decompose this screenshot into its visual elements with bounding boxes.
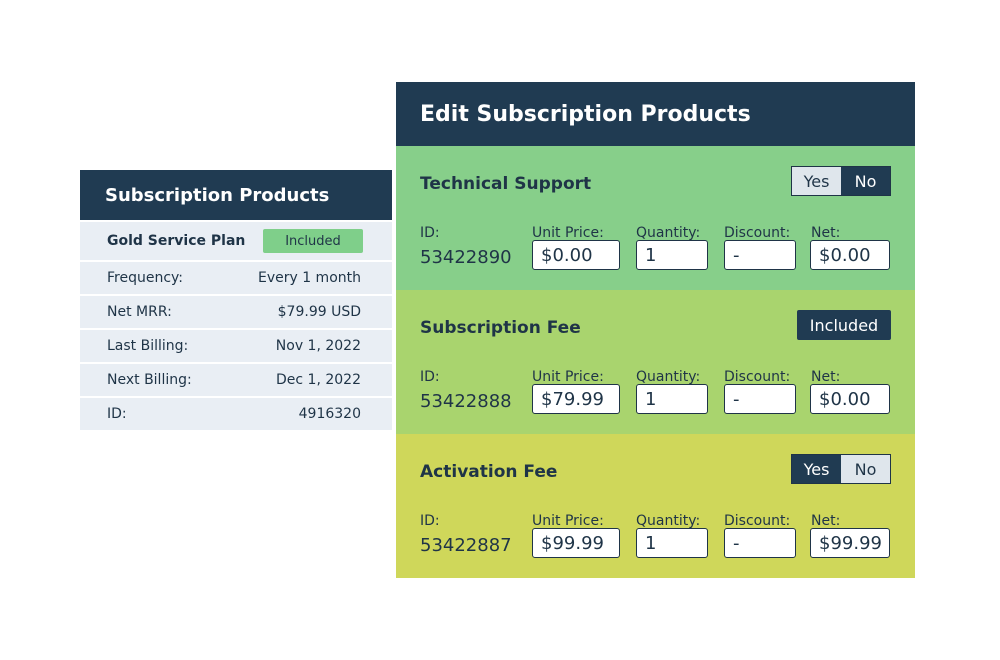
id-label: ID:: [420, 225, 440, 241]
quantity-label: Quantity:: [636, 369, 701, 385]
discount-input[interactable]: -: [724, 528, 796, 558]
detail-row-last-billing: Last Billing: Nov 1, 2022: [80, 328, 392, 362]
toggle-no-option[interactable]: No: [841, 455, 890, 483]
quantity-input[interactable]: 1: [636, 384, 708, 414]
section-title: Activation Fee: [420, 462, 558, 482]
detail-row-frequency: Frequency: Every 1 month: [80, 260, 392, 294]
discount-label: Discount:: [724, 225, 791, 241]
edit-subscription-panel: Edit Subscription Products Technical Sup…: [396, 82, 915, 578]
detail-label: Frequency:: [107, 270, 184, 286]
unit-price-label: Unit Price:: [532, 513, 604, 529]
detail-value: $79.99 USD: [277, 304, 361, 320]
quantity-label: Quantity:: [636, 513, 701, 529]
detail-row-next-billing: Next Billing: Dec 1, 2022: [80, 362, 392, 396]
status-badge: Included: [263, 229, 363, 253]
section-subscription-fee: Subscription Fee Included ID: Unit Price…: [396, 290, 915, 434]
unit-price-input[interactable]: $79.99: [532, 384, 620, 414]
section-title: Subscription Fee: [420, 318, 581, 338]
plan-name: Gold Service Plan: [107, 233, 246, 249]
quantity-label: Quantity:: [636, 225, 701, 241]
detail-label: Last Billing:: [107, 338, 189, 354]
product-id: 53422888: [420, 391, 512, 412]
toggle-yes-option[interactable]: Yes: [792, 167, 841, 195]
detail-value: Every 1 month: [257, 270, 361, 286]
section-activation-fee: Activation Fee Yes No ID: Unit Price: Qu…: [396, 434, 915, 578]
detail-row-id: ID: 4916320: [80, 396, 392, 430]
toggle-no-option[interactable]: No: [841, 167, 890, 195]
discount-label: Discount:: [724, 513, 791, 529]
section-title: Technical Support: [420, 174, 592, 194]
net-label: Net:: [811, 225, 841, 241]
net-label: Net:: [811, 513, 841, 529]
yes-no-toggle[interactable]: Yes No: [791, 454, 891, 484]
card-title: Subscription Products: [80, 170, 392, 220]
discount-input[interactable]: -: [724, 384, 796, 414]
yes-no-toggle[interactable]: Yes No: [791, 166, 891, 196]
unit-price-label: Unit Price:: [532, 225, 604, 241]
included-status-badge: Included: [797, 310, 891, 340]
detail-value: 4916320: [298, 406, 361, 422]
net-input[interactable]: $99.99: [810, 528, 890, 558]
unit-price-input[interactable]: $0.00: [532, 240, 620, 270]
unit-price-label: Unit Price:: [532, 369, 604, 385]
discount-label: Discount:: [724, 369, 791, 385]
id-label: ID:: [420, 513, 440, 529]
detail-label: Next Billing:: [107, 372, 192, 388]
net-input[interactable]: $0.00: [810, 384, 890, 414]
plan-row: Gold Service Plan Included: [80, 220, 392, 260]
section-technical-support: Technical Support Yes No ID: Unit Price:…: [396, 146, 915, 290]
discount-input[interactable]: -: [724, 240, 796, 270]
detail-label: Net MRR:: [107, 304, 172, 320]
toggle-yes-option[interactable]: Yes: [792, 455, 841, 483]
product-id: 53422890: [420, 247, 512, 268]
panel-title: Edit Subscription Products: [396, 82, 915, 146]
quantity-input[interactable]: 1: [636, 528, 708, 558]
unit-price-input[interactable]: $99.99: [532, 528, 620, 558]
product-id: 53422887: [420, 535, 512, 556]
id-label: ID:: [420, 369, 440, 385]
detail-value: Dec 1, 2022: [276, 372, 361, 388]
detail-row-net-mrr: Net MRR: $79.99 USD: [80, 294, 392, 328]
detail-value: Nov 1, 2022: [275, 338, 361, 354]
net-input[interactable]: $0.00: [810, 240, 890, 270]
subscription-products-card: Subscription Products Gold Service Plan …: [80, 170, 392, 430]
quantity-input[interactable]: 1: [636, 240, 708, 270]
net-label: Net:: [811, 369, 841, 385]
detail-label: ID:: [107, 406, 127, 422]
